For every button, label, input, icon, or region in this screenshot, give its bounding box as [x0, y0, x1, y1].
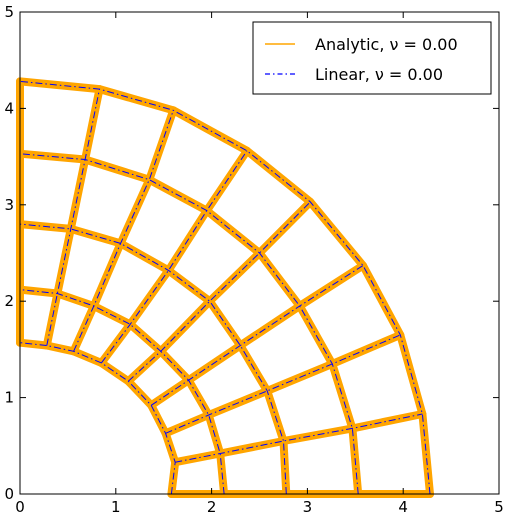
y-tick-label-4: 4 [4, 99, 14, 117]
y-tick-label-1: 1 [4, 389, 14, 407]
linear-spoke-1 [175, 413, 423, 463]
x-tick-label-4: 4 [398, 498, 408, 516]
linear-ring-3 [19, 153, 359, 495]
legend-label-linear: Linear, ν = 0.00 [315, 65, 443, 84]
x-tick-label-3: 3 [303, 498, 313, 516]
linear-ring-2 [19, 223, 287, 495]
linear-spoke-7 [46, 88, 100, 346]
plot-area [16, 77, 434, 498]
x-tick-label-5: 5 [494, 498, 504, 516]
y-tick-label-2: 2 [4, 292, 14, 310]
linear-spoke-2 [165, 334, 401, 434]
linear-spoke-6 [73, 110, 174, 352]
legend: Analytic, ν = 0.00 Linear, ν = 0.00 [252, 21, 492, 95]
axes-frame [19, 11, 500, 495]
legend-box [252, 21, 492, 95]
x-tick-label-1: 1 [111, 498, 121, 516]
y-tick-label-5: 5 [4, 3, 14, 21]
linear-spoke-4 [127, 201, 311, 382]
linear-spoke-3 [150, 265, 364, 406]
x-tick-label-2: 2 [207, 498, 217, 516]
x-tick-label-0: 0 [15, 498, 25, 516]
linear-spoke-5 [100, 150, 248, 364]
ticks: 0 1 2 3 4 5 0 1 2 3 4 5 [4, 3, 503, 516]
y-tick-label-0: 0 [4, 485, 14, 503]
linear-ring-4 [19, 80, 431, 495]
y-tick-label-3: 3 [4, 196, 14, 214]
legend-label-analytic: Analytic, ν = 0.00 [315, 35, 458, 54]
